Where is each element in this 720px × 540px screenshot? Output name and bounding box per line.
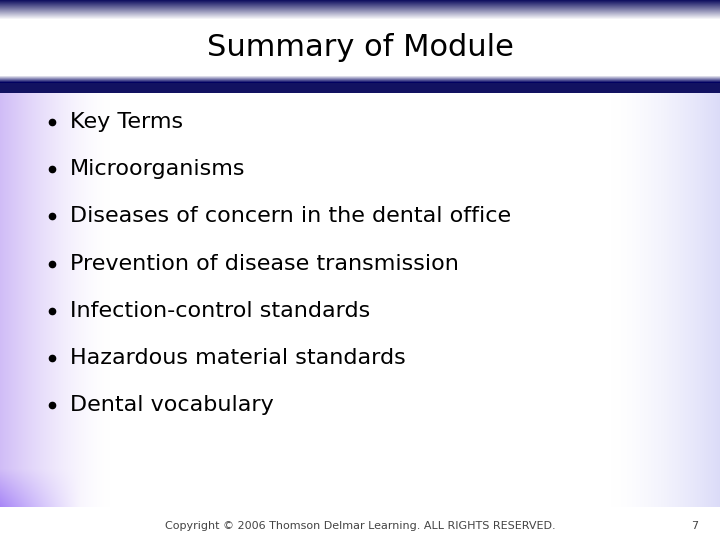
FancyBboxPatch shape — [0, 87, 720, 88]
FancyBboxPatch shape — [0, 80, 720, 81]
FancyBboxPatch shape — [0, 90, 720, 91]
FancyBboxPatch shape — [0, 83, 720, 84]
Text: Microorganisms: Microorganisms — [70, 159, 246, 179]
FancyBboxPatch shape — [0, 81, 720, 82]
FancyBboxPatch shape — [0, 89, 720, 90]
Text: Dental vocabulary: Dental vocabulary — [70, 395, 274, 415]
FancyBboxPatch shape — [0, 78, 720, 79]
Text: Infection-control standards: Infection-control standards — [70, 301, 370, 321]
FancyBboxPatch shape — [0, 18, 720, 19]
FancyBboxPatch shape — [0, 1, 720, 2]
FancyBboxPatch shape — [0, 19, 720, 20]
FancyBboxPatch shape — [0, 13, 720, 14]
FancyBboxPatch shape — [0, 86, 720, 87]
FancyBboxPatch shape — [0, 85, 720, 86]
Text: Key Terms: Key Terms — [70, 112, 183, 132]
FancyBboxPatch shape — [0, 8, 720, 9]
FancyBboxPatch shape — [0, 88, 720, 89]
FancyBboxPatch shape — [0, 4, 720, 5]
FancyBboxPatch shape — [0, 14, 720, 15]
FancyBboxPatch shape — [0, 10, 720, 11]
FancyBboxPatch shape — [0, 79, 720, 80]
FancyBboxPatch shape — [0, 17, 720, 18]
FancyBboxPatch shape — [0, 12, 720, 13]
FancyBboxPatch shape — [0, 91, 720, 92]
FancyBboxPatch shape — [0, 16, 720, 17]
FancyBboxPatch shape — [0, 5, 720, 6]
FancyBboxPatch shape — [0, 77, 720, 78]
FancyBboxPatch shape — [0, 75, 720, 76]
FancyBboxPatch shape — [0, 7, 720, 8]
FancyBboxPatch shape — [0, 0, 720, 92]
FancyBboxPatch shape — [0, 6, 720, 7]
FancyBboxPatch shape — [0, 15, 720, 16]
Text: Hazardous material standards: Hazardous material standards — [70, 348, 406, 368]
Text: Copyright © 2006 Thomson Delmar Learning. ALL RIGHTS RESERVED.: Copyright © 2006 Thomson Delmar Learning… — [165, 521, 555, 531]
FancyBboxPatch shape — [0, 82, 720, 83]
Text: Summary of Module: Summary of Module — [207, 33, 513, 63]
Text: Diseases of concern in the dental office: Diseases of concern in the dental office — [70, 206, 511, 226]
FancyBboxPatch shape — [0, 76, 720, 77]
FancyBboxPatch shape — [0, 84, 720, 85]
FancyBboxPatch shape — [0, 2, 720, 3]
FancyBboxPatch shape — [0, 11, 720, 12]
FancyBboxPatch shape — [0, 92, 720, 93]
Text: 7: 7 — [691, 521, 698, 531]
FancyBboxPatch shape — [0, 3, 720, 4]
Text: Prevention of disease transmission: Prevention of disease transmission — [70, 253, 459, 273]
FancyBboxPatch shape — [0, 507, 720, 540]
FancyBboxPatch shape — [0, 9, 720, 10]
FancyBboxPatch shape — [0, 0, 720, 1]
